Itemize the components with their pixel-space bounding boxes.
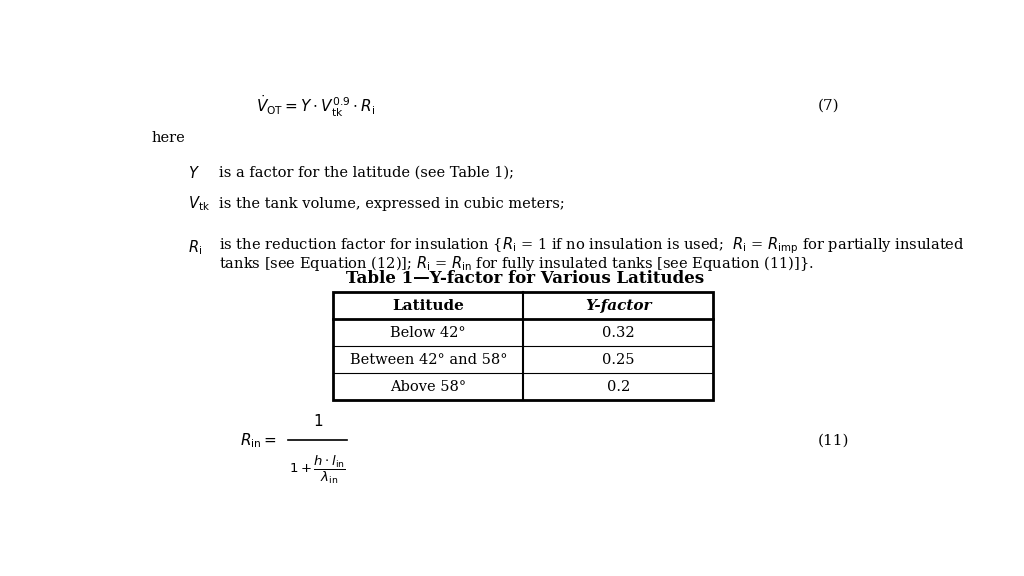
Text: Y-factor: Y-factor	[585, 299, 651, 313]
Bar	[334, 293, 713, 400]
Text: $1$: $1$	[312, 414, 323, 430]
Text: $R_{\mathrm{in}}=$: $R_{\mathrm{in}}=$	[241, 431, 278, 450]
Text: $V_{\mathrm{tk}}$: $V_{\mathrm{tk}}$	[188, 195, 210, 213]
Text: $\dot{V}_{\mathrm{OT}} = Y \cdot V_{\mathrm{tk}}^{0.9} \cdot R_{\mathrm{i}}$: $\dot{V}_{\mathrm{OT}} = Y \cdot V_{\mat…	[256, 93, 375, 119]
Text: Latitude: Latitude	[392, 299, 464, 313]
Text: is a factor for the latitude (see Table 1);: is a factor for the latitude (see Table …	[219, 166, 514, 180]
Text: Between 42° and 58°: Between 42° and 58°	[349, 353, 507, 367]
Text: is the tank volume, expressed in cubic meters;: is the tank volume, expressed in cubic m…	[219, 197, 565, 211]
Text: tanks [see Equation (12)]; $R_{\mathrm{i}}$ = $R_{\mathrm{in}}$ for fully insula: tanks [see Equation (12)]; $R_{\mathrm{i…	[219, 254, 814, 273]
Text: $R_{\mathrm{i}}$: $R_{\mathrm{i}}$	[188, 238, 203, 257]
Text: $1+\dfrac{h \cdot l_{\mathrm{in}}}{\lambda_{\mathrm{in}}}$: $1+\dfrac{h \cdot l_{\mathrm{in}}}{\lamb…	[290, 454, 346, 487]
Text: Above 58°: Above 58°	[390, 380, 466, 394]
Text: Below 42°: Below 42°	[390, 326, 466, 340]
Text: 0.2: 0.2	[606, 380, 630, 394]
Text: 0.25: 0.25	[602, 353, 635, 367]
Text: is the reduction factor for insulation {$R_{\mathrm{i}}$ = 1 if no insulation is: is the reduction factor for insulation {…	[219, 236, 965, 256]
Text: (7): (7)	[818, 99, 840, 113]
Text: here: here	[152, 131, 185, 145]
Text: Table 1—Y-factor for Various Latitudes: Table 1—Y-factor for Various Latitudes	[346, 270, 703, 287]
Text: $Y$: $Y$	[188, 165, 201, 181]
Text: 0.32: 0.32	[602, 326, 635, 340]
Text: (11): (11)	[818, 433, 849, 447]
